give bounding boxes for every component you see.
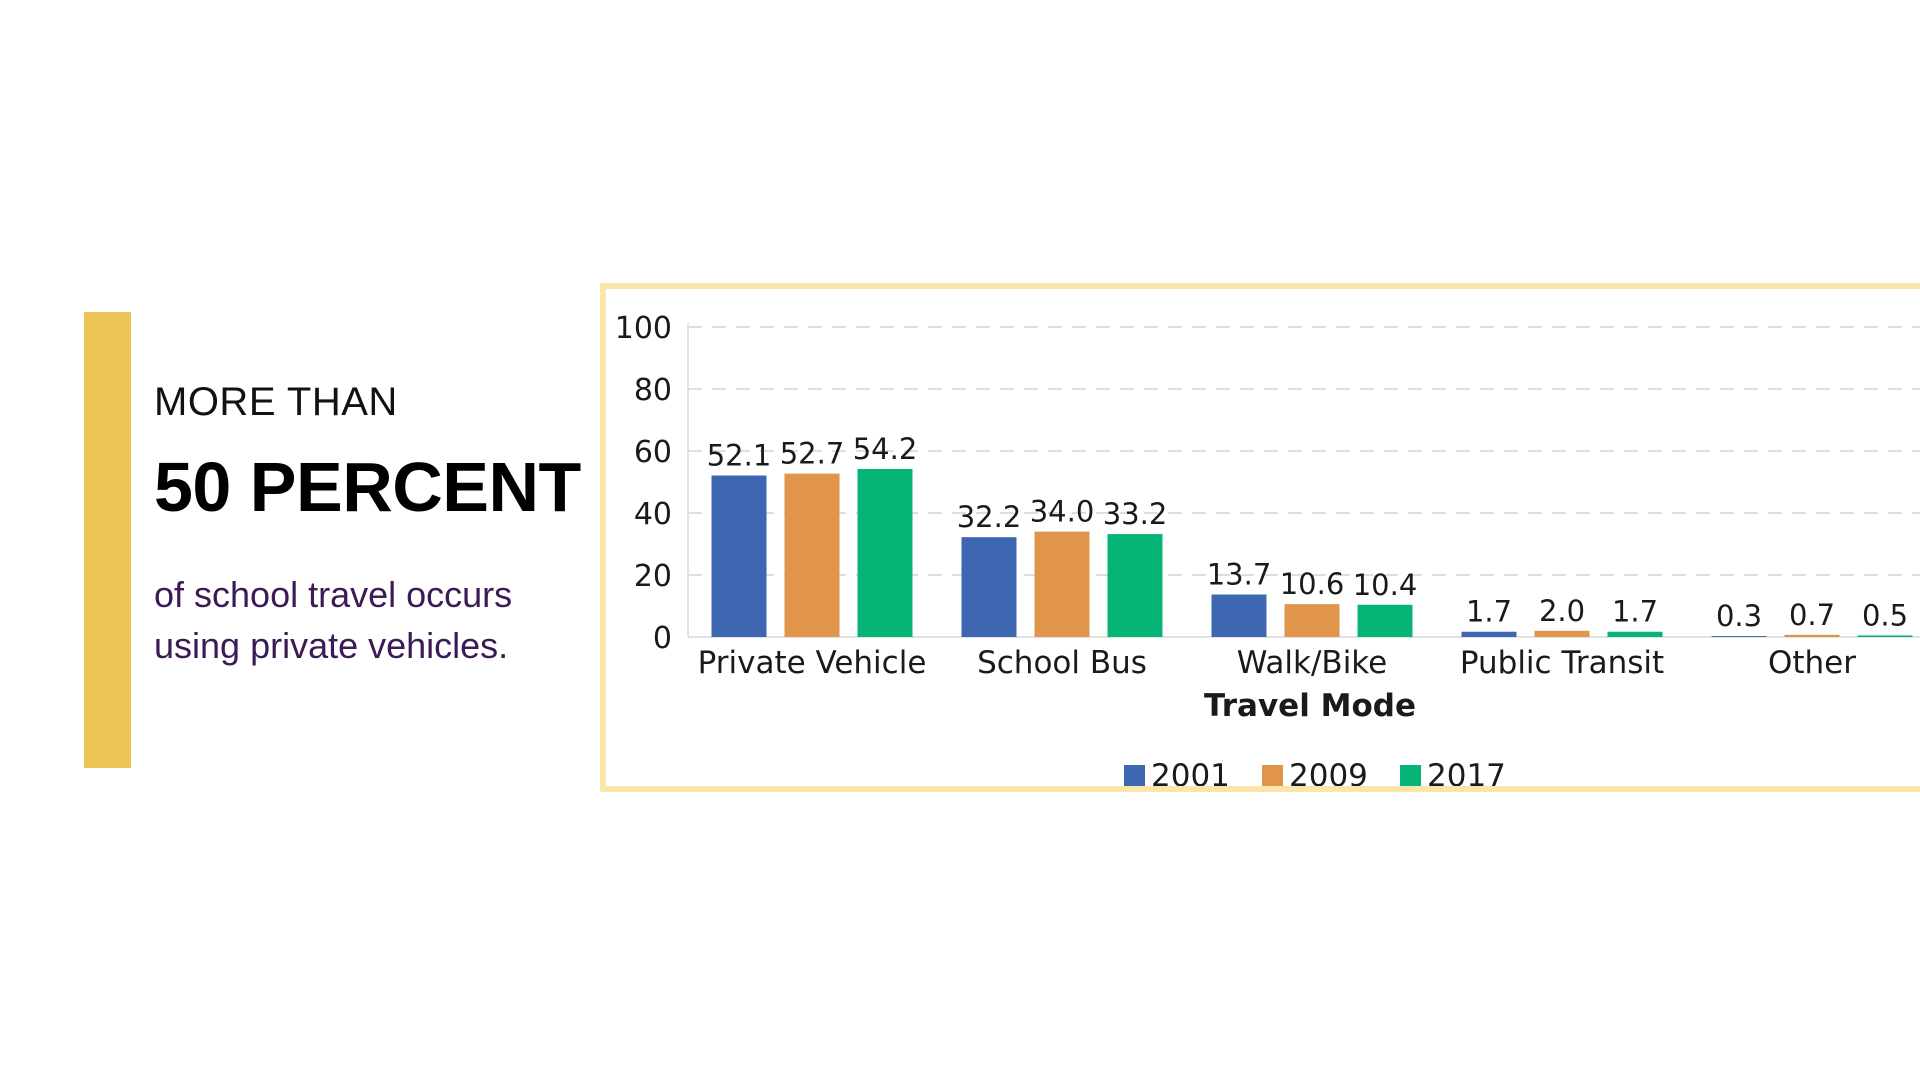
data-label: 54.2 — [853, 432, 918, 466]
subtext-line-1: of school travel occurs — [154, 574, 513, 615]
bar — [784, 473, 840, 637]
bar — [1534, 630, 1590, 637]
subtext: of school travel occurs using private ve… — [154, 569, 584, 671]
data-label: 10.6 — [1280, 567, 1345, 601]
legend-label: 2001 — [1151, 758, 1230, 792]
bar — [1107, 534, 1163, 637]
legend-swatch — [1400, 765, 1421, 786]
y-tick-label: 40 — [634, 497, 672, 532]
bar — [1784, 634, 1840, 637]
x-category-label: Walk/Bike — [1237, 645, 1387, 681]
bar — [1357, 604, 1413, 637]
legend-label: 2017 — [1427, 758, 1506, 792]
bar — [1211, 594, 1267, 637]
bar — [1857, 635, 1913, 637]
y-tick-label: 0 — [653, 621, 672, 656]
data-label: 52.7 — [780, 437, 845, 471]
x-axis-title: Travel Mode — [1204, 688, 1416, 724]
data-label: 1.7 — [1466, 595, 1512, 629]
data-label: 10.4 — [1353, 568, 1418, 602]
legend-swatch — [1124, 765, 1145, 786]
data-label: 2.0 — [1539, 594, 1585, 628]
y-tick-label: 100 — [615, 311, 672, 346]
kicker-text: MORE THAN — [154, 380, 398, 424]
bar — [857, 468, 913, 637]
x-category-label: Public Transit — [1460, 645, 1664, 681]
data-label: 1.7 — [1612, 595, 1658, 629]
data-label: 13.7 — [1207, 558, 1272, 592]
callout-text: MORE THAN 50 PERCENT of school travel oc… — [154, 380, 584, 671]
y-tick-label: 80 — [634, 373, 672, 408]
x-category-label: School Bus — [977, 645, 1147, 681]
bar — [711, 475, 767, 637]
chart-frame: 0 20 40 60 80 100 52.1 52.7 54.2 Private Vehicle 3… — [600, 283, 1920, 792]
bar-chart: 0 20 40 60 80 100 52.1 52.7 54.2 Private Vehicle 3… — [615, 311, 1920, 792]
legend-swatch — [1262, 765, 1283, 786]
x-category-label: Other — [1768, 645, 1856, 681]
headline-text: 50 PERCENT — [154, 448, 581, 526]
bar — [961, 537, 1017, 637]
y-tick-label: 20 — [634, 559, 672, 594]
data-label: 34.0 — [1030, 495, 1095, 529]
data-label: 0.5 — [1862, 598, 1908, 632]
x-category-label: Private Vehicle — [698, 645, 927, 681]
bar — [1461, 631, 1517, 637]
legend-label: 2009 — [1289, 758, 1368, 792]
accent-bar — [84, 312, 131, 768]
data-label: 32.2 — [957, 500, 1022, 534]
bar — [1034, 531, 1090, 637]
data-label: 0.7 — [1789, 598, 1835, 632]
data-label: 0.3 — [1716, 599, 1762, 633]
bar — [1607, 631, 1663, 637]
data-label: 33.2 — [1103, 497, 1168, 531]
bar — [1711, 636, 1767, 637]
y-tick-label: 60 — [634, 435, 672, 470]
subtext-line-2: using private vehicles. — [154, 625, 509, 666]
bar — [1284, 604, 1340, 637]
data-label: 52.1 — [707, 438, 772, 472]
